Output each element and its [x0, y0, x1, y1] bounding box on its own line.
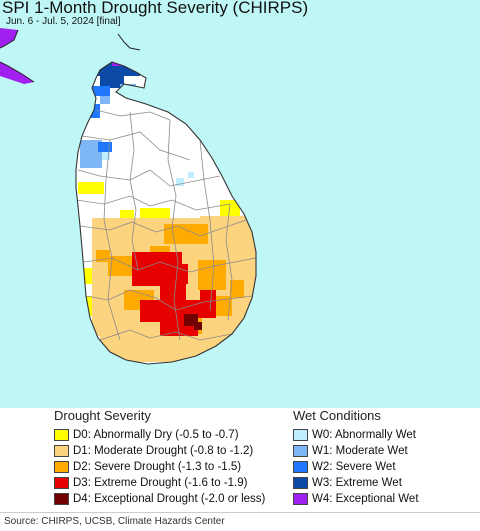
legend-label-w0: W0: Abnormally Wet — [312, 429, 416, 441]
legend-item-d4: D4: Exceptional Drought (-2.0 or less) — [54, 491, 265, 507]
district-boundary — [77, 169, 221, 187]
map-area: SPI 1-Month Drought Severity (CHIRPS) Ju… — [0, 0, 480, 408]
india-coast-top — [117, 33, 141, 51]
severity-patches — [78, 62, 256, 362]
district-boundary — [76, 195, 231, 211]
severity-patch — [176, 178, 184, 186]
district-boundary — [79, 219, 247, 237]
legend-label-w3: W3: Extreme Wet — [312, 477, 402, 489]
district-boundary — [199, 139, 215, 311]
wet-legend: Wet Conditions W0: Abnormally Wet W1: Mo… — [293, 408, 419, 507]
severity-patch — [100, 74, 124, 88]
legend-swatch-w4 — [293, 493, 308, 505]
legend-swatch-d3 — [54, 477, 69, 489]
severity-patch — [164, 224, 208, 244]
legend-label-w1: W1: Moderate Wet — [312, 445, 408, 457]
severity-patch — [200, 290, 216, 302]
legend-label-d2: D2: Severe Drought (-1.3 to -1.5) — [73, 461, 242, 473]
severity-patch — [78, 182, 104, 194]
severity-patch — [80, 140, 102, 168]
severity-patch — [140, 208, 170, 220]
legend-label-d1: D1: Moderate Drought (-0.8 to -1.2) — [73, 445, 254, 457]
district-boundary — [103, 139, 121, 341]
severity-patch — [98, 142, 112, 152]
severity-patch — [92, 86, 110, 96]
district-boundary — [167, 119, 181, 341]
legend-swatch-d4 — [54, 493, 69, 505]
legend-item-w3: W3: Extreme Wet — [293, 475, 419, 491]
severity-patch — [186, 300, 216, 318]
district-boundary — [95, 109, 171, 121]
severity-patch — [108, 256, 138, 276]
india-landmass-lower — [0, 62, 34, 84]
legend-item-w0: W0: Abnormally Wet — [293, 427, 419, 443]
legend-swatch-d2 — [54, 461, 69, 473]
legend-item-d3: D3: Extreme Drought (-1.6 to -1.9) — [54, 475, 265, 491]
legend-item-w1: W1: Moderate Wet — [293, 443, 419, 459]
legend-item-w2: W2: Severe Wet — [293, 459, 419, 475]
wet-legend-heading: Wet Conditions — [293, 408, 381, 423]
legend-swatch-w3 — [293, 477, 308, 489]
legend-swatch-w1 — [293, 445, 308, 457]
district-boundaries — [76, 109, 256, 341]
legend-label-w2: W2: Severe Wet — [312, 461, 396, 473]
footer: Source: CHIRPS, UCSB, Climate Hazards Ce… — [0, 512, 480, 531]
drought-legend: Drought Severity D0: Abnormally Dry (-0.… — [54, 408, 265, 507]
legend-label-d4: D4: Exceptional Drought (-2.0 or less) — [73, 493, 266, 505]
legend-swatch-w0 — [293, 429, 308, 441]
legend-item-w4: W4: Exceptional Wet — [293, 491, 419, 507]
severity-patch — [100, 96, 110, 104]
sri-lanka-map — [0, 28, 257, 365]
legend-label-d0: D0: Abnormally Dry (-0.5 to -0.7) — [73, 429, 239, 441]
severity-patch — [194, 322, 202, 330]
district-boundary — [81, 131, 191, 161]
map-subtitle: Jun. 6 - Jul. 5, 2024 [final] — [6, 16, 121, 27]
legend-item-d0: D0: Abnormally Dry (-0.5 to -0.7) — [54, 427, 265, 443]
severity-patch — [102, 152, 110, 160]
island-coastline — [75, 61, 257, 365]
source-credit: Source: CHIRPS, UCSB, Climate Hazards Ce… — [4, 516, 225, 527]
severity-patch — [80, 268, 94, 284]
severity-patch — [188, 172, 194, 178]
india-landmass — [0, 28, 18, 48]
district-boundary — [99, 329, 233, 341]
legend-swatch-d1 — [54, 445, 69, 457]
severity-patch — [140, 300, 162, 322]
severity-patch — [230, 280, 244, 298]
district-boundary — [129, 111, 139, 271]
district-boundary — [225, 203, 233, 321]
legend-swatch-d0 — [54, 429, 69, 441]
legend-swatch-w2 — [293, 461, 308, 473]
legend-label-d3: D3: Extreme Drought (-1.6 to -1.9) — [73, 477, 248, 489]
legend-item-d2: D2: Severe Drought (-1.3 to -1.5) — [54, 459, 265, 475]
legend-item-d1: D1: Moderate Drought (-0.8 to -1.2) — [54, 443, 265, 459]
legend-label-w4: W4: Exceptional Wet — [312, 493, 419, 505]
severity-patch — [120, 210, 134, 218]
drought-legend-heading: Drought Severity — [54, 408, 151, 423]
india-coastline — [0, 29, 35, 83]
map-title: SPI 1-Month Drought Severity (CHIRPS) — [2, 0, 309, 17]
